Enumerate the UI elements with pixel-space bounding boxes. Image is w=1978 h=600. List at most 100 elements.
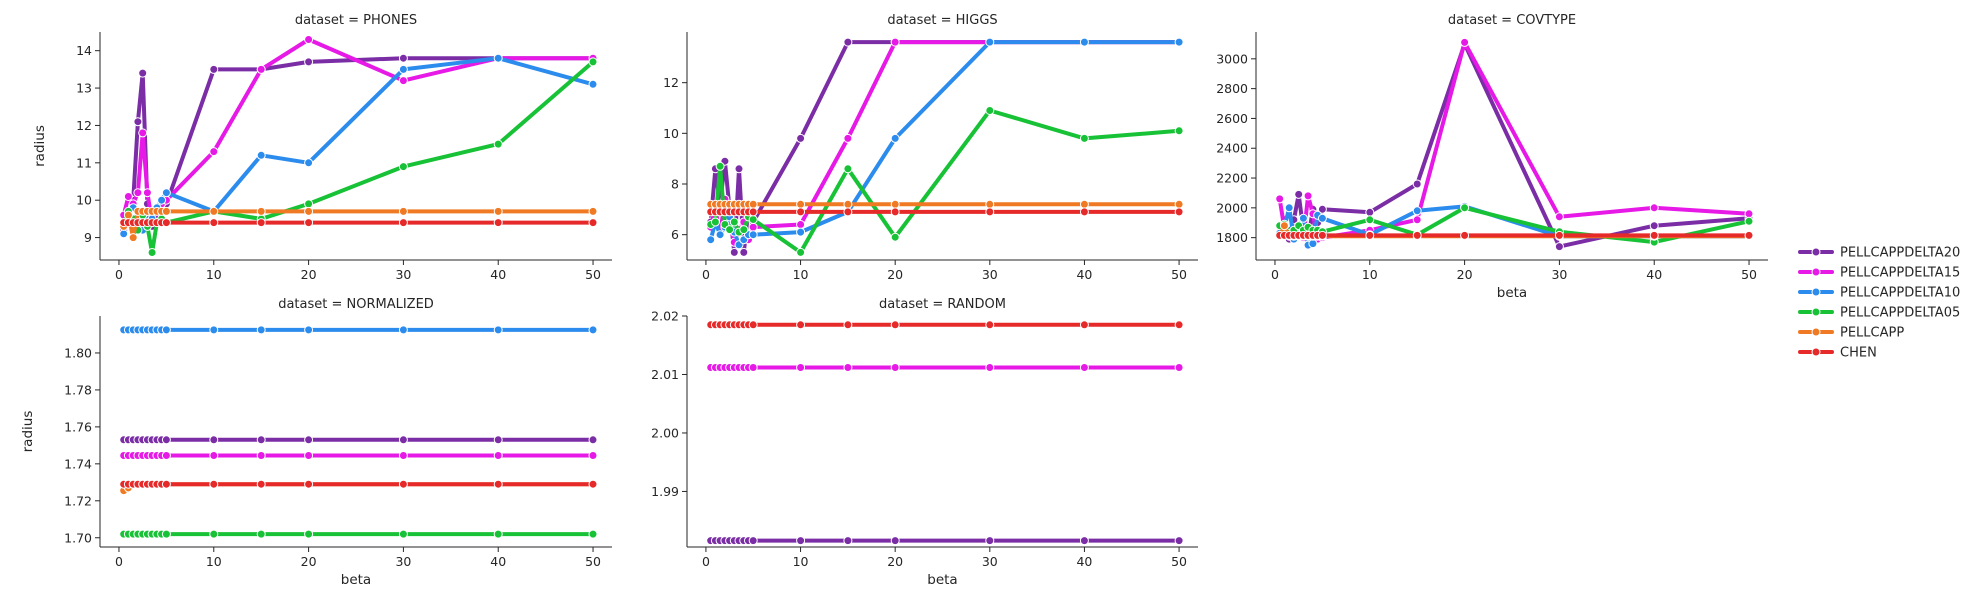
chart-panels: dataset = PHONES 0 10 20 30 40 50 9 10 11 12 13 14 ra…: [20, 13, 1768, 588]
data-point: [1174, 37, 1184, 47]
data-point: [588, 435, 598, 445]
data-point: [1284, 203, 1294, 213]
y-tick-label: 1.74: [64, 456, 92, 471]
data-point: [890, 536, 900, 546]
data-point: [398, 529, 408, 539]
series-pellcappdelta20: [706, 536, 1184, 546]
y-tick-label: 12: [663, 75, 679, 90]
y-tick-label: 6: [671, 227, 679, 242]
data-point: [128, 233, 138, 243]
data-point: [1308, 239, 1318, 249]
x-tick-label: 0: [115, 267, 123, 282]
data-point: [398, 479, 408, 489]
chart-panel-5: dataset = RANDOM 0 10 20 30 40 50 1.99 2.00 2.01 2…: [651, 297, 1198, 588]
y-tick-label: 2600: [1216, 111, 1248, 126]
y-tick-label: 1.99: [651, 484, 679, 499]
data-point: [1079, 320, 1089, 330]
data-point: [1079, 363, 1089, 372]
data-point: [890, 320, 900, 330]
x-tick-label: 50: [585, 267, 601, 282]
x-tick-label: 30: [1551, 267, 1567, 282]
data-point: [304, 325, 314, 335]
data-point: [796, 247, 806, 257]
data-point: [161, 206, 171, 216]
legend-item-chen: CHEN: [1798, 346, 1877, 361]
data-point: [890, 133, 900, 143]
data-point: [1460, 203, 1470, 213]
data-point: [588, 479, 598, 489]
legend-swatch-marker: [1811, 327, 1821, 337]
data-point: [209, 147, 219, 157]
series-line: [121, 56, 595, 236]
data-point: [209, 529, 219, 539]
y-tick-label: 13: [76, 81, 92, 96]
data-point: [748, 320, 758, 330]
data-point: [398, 53, 408, 63]
data-point: [209, 435, 219, 445]
data-point: [1649, 221, 1659, 231]
legend-swatch-marker: [1811, 287, 1821, 297]
data-point: [304, 199, 314, 209]
data-point: [796, 363, 806, 372]
data-point: [890, 363, 900, 372]
data-point: [748, 222, 758, 232]
data-point: [890, 207, 900, 217]
y-tick-label: 10: [663, 126, 679, 141]
data-point: [734, 164, 744, 174]
chart-panel-2: dataset = HIGGS 0 10 20 30 40 50 6 8 10 12: [663, 13, 1198, 282]
data-point: [1279, 221, 1289, 231]
data-point: [843, 164, 853, 174]
y-tick-label: 3000: [1216, 51, 1248, 66]
y-tick-label: 2.00: [651, 425, 679, 440]
y-tick-label: 11: [76, 155, 92, 170]
y-tick-label: 2.01: [651, 367, 679, 382]
data-point: [748, 207, 758, 217]
x-tick-label: 0: [702, 554, 710, 569]
x-axis-label: beta: [341, 572, 371, 588]
data-point: [706, 235, 716, 245]
legend-swatch-marker: [1811, 267, 1821, 277]
data-point: [588, 218, 598, 228]
data-point: [796, 220, 806, 229]
data-point: [1079, 37, 1089, 47]
data-point: [588, 57, 598, 67]
data-point: [398, 76, 408, 86]
data-point: [209, 206, 219, 216]
data-point: [1317, 213, 1327, 223]
data-point: [161, 325, 171, 335]
y-tick-label: 8: [671, 177, 679, 192]
data-point: [796, 133, 806, 143]
data-point: [1079, 133, 1089, 143]
data-point: [142, 188, 152, 198]
panel-title: dataset = HIGGS: [887, 13, 997, 28]
series-line: [1277, 41, 1751, 249]
x-tick-label: 50: [1741, 267, 1757, 282]
data-point: [398, 218, 408, 228]
data-point: [985, 199, 995, 209]
legend-swatch-marker: [1811, 347, 1821, 357]
data-point: [985, 320, 995, 330]
data-point: [304, 35, 314, 44]
data-point: [1412, 206, 1422, 216]
data-point: [588, 79, 598, 89]
y-tick-label: 1800: [1216, 230, 1248, 245]
series-pellcappdelta20: [706, 37, 1184, 257]
data-point: [1079, 199, 1089, 209]
series-chen: [706, 207, 1184, 217]
data-point: [119, 229, 129, 239]
series-pellcappdelta10: [119, 325, 598, 335]
chart-panel-4: dataset = NORMALIZED 0 10 20 30 40 50 1.70 1.72 1…: [20, 297, 612, 588]
data-point: [138, 68, 148, 78]
x-tick-label: 10: [1362, 267, 1378, 282]
data-point: [147, 248, 157, 257]
data-point: [890, 199, 900, 209]
data-point: [985, 207, 995, 217]
data-point: [1079, 536, 1089, 546]
series-line: [708, 108, 1182, 255]
legend: PELLCAPPDELTA20 PELLCAPPDELTA15 PELLCAPPDE…: [1798, 246, 1960, 361]
data-point: [715, 230, 725, 240]
data-point: [1554, 242, 1564, 252]
data-point: [843, 536, 853, 546]
data-point: [304, 57, 314, 67]
x-tick-label: 10: [793, 267, 809, 282]
